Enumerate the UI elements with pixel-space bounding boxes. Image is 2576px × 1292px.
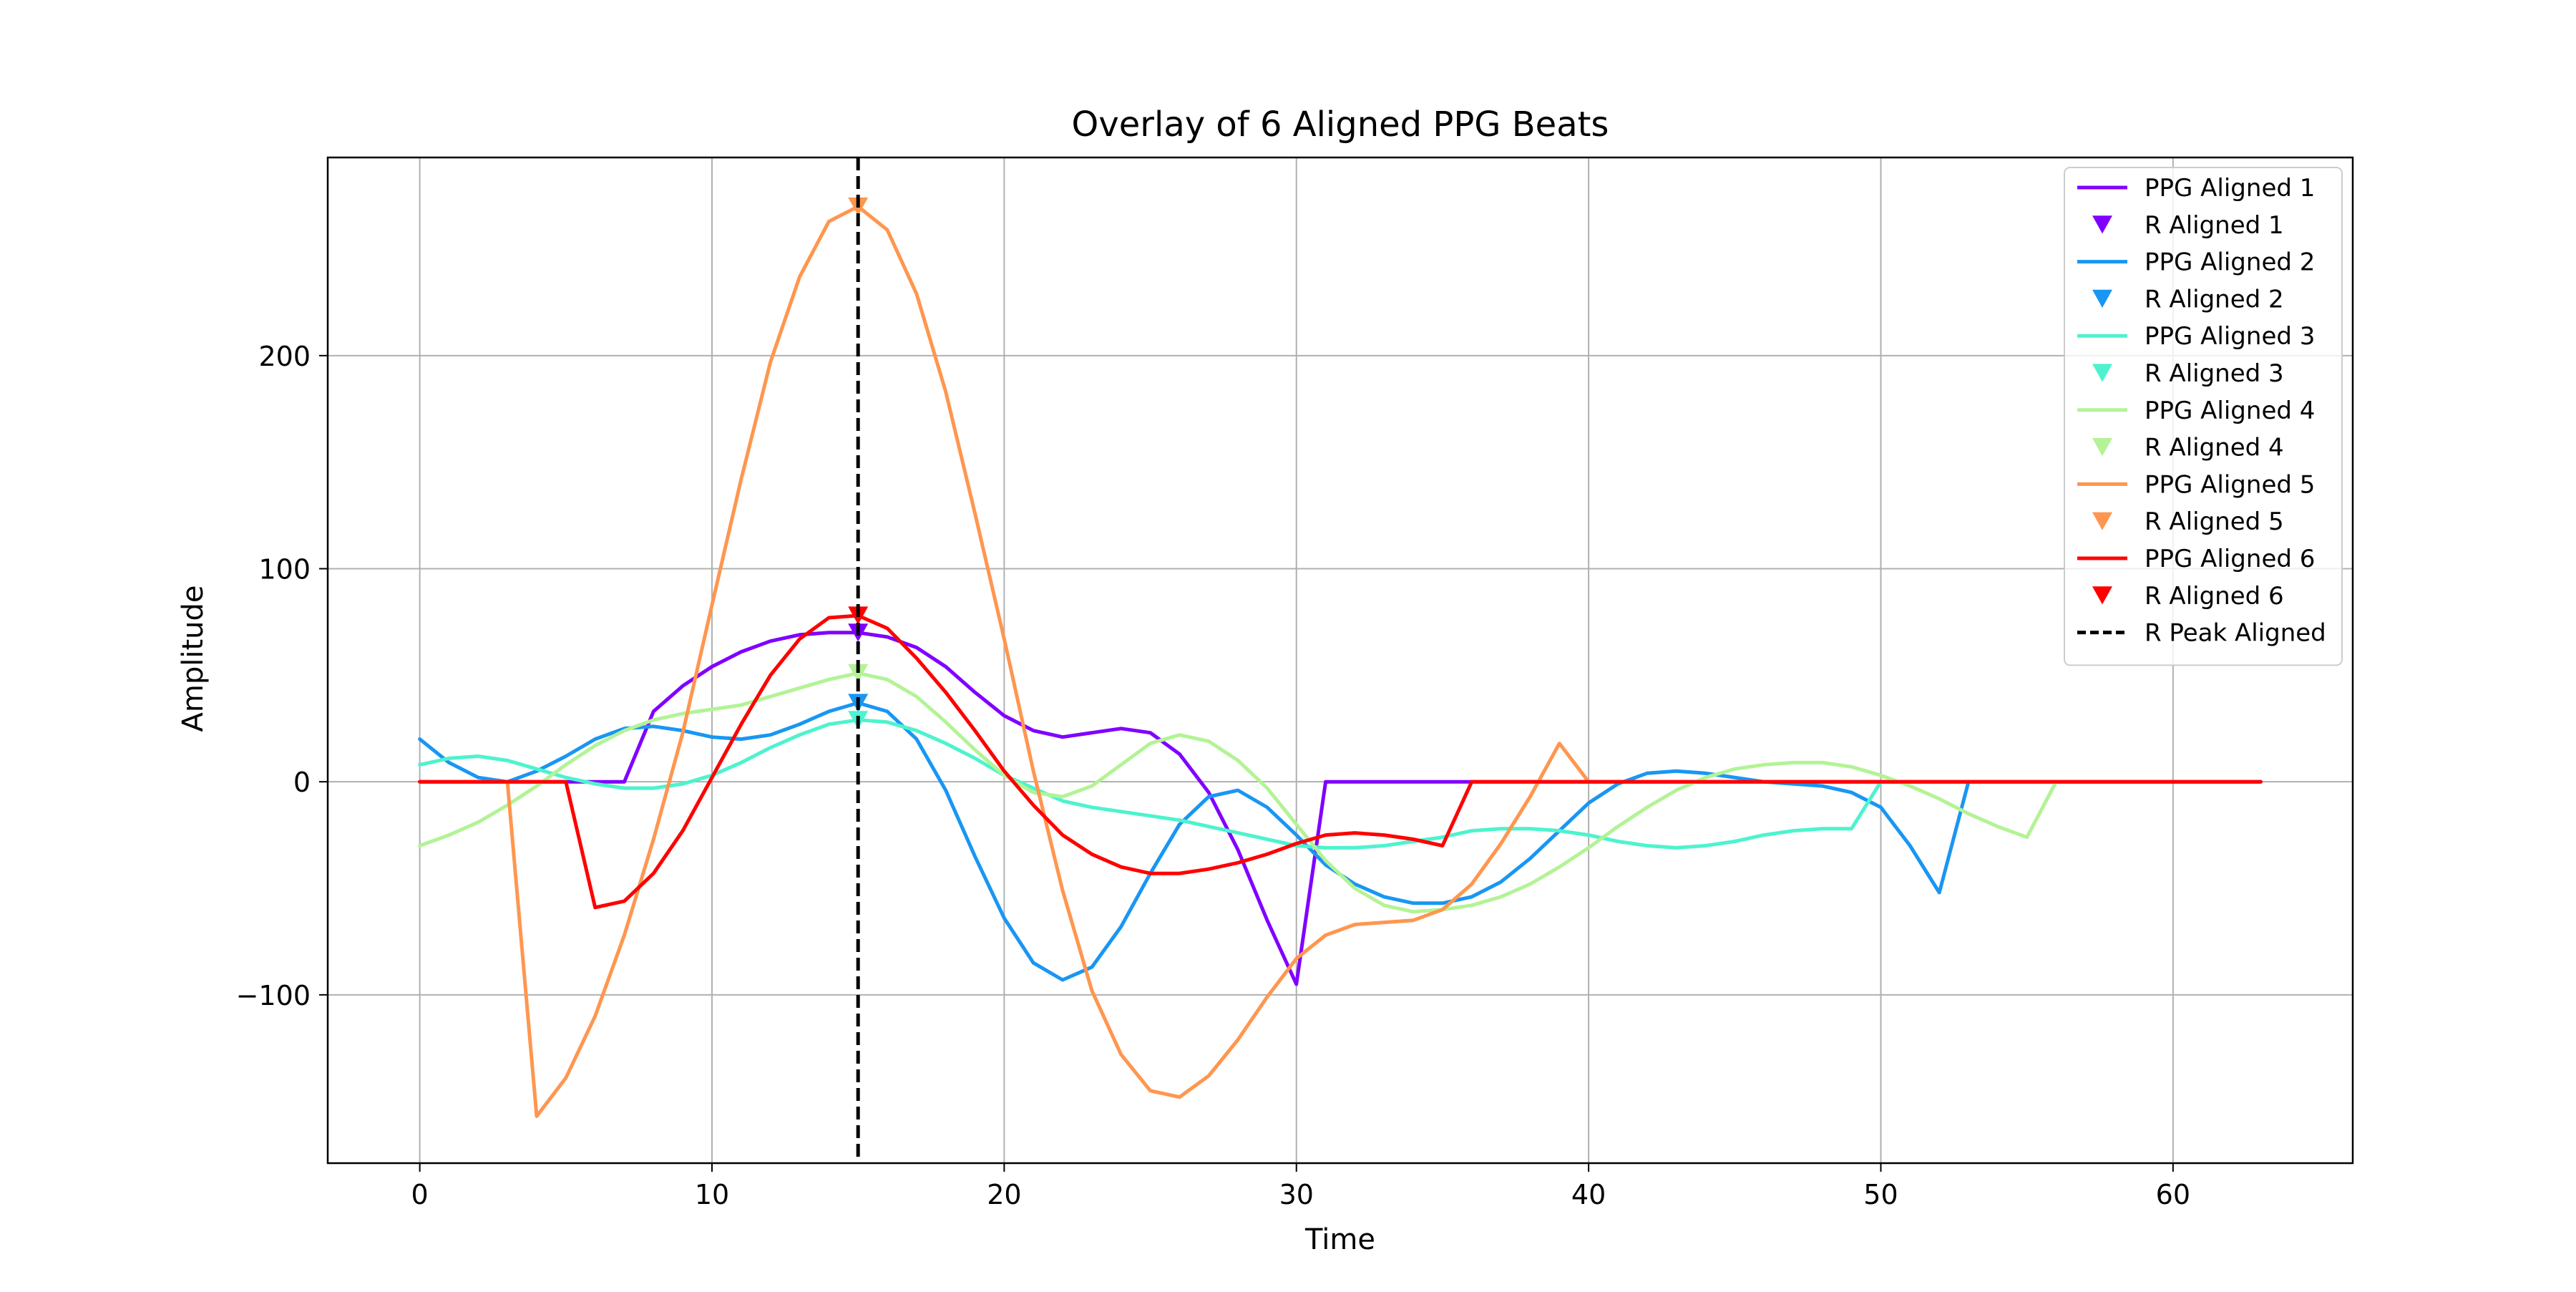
legend-label: R Aligned 1 [2145, 211, 2284, 240]
x-tick-label: 30 [1279, 1179, 1314, 1210]
legend-label: PPG Aligned 2 [2145, 248, 2315, 277]
legend-label: R Aligned 3 [2145, 359, 2284, 388]
legend-label: R Peak Aligned [2145, 619, 2326, 648]
legend-label: R Aligned 2 [2145, 285, 2284, 314]
y-tick-label: 100 [258, 554, 311, 586]
x-tick-label: 20 [987, 1179, 1021, 1210]
y-tick-label: −100 [236, 980, 311, 1011]
legend-marker-swatch-6 [2092, 586, 2112, 605]
x-tick-label: 50 [1863, 1179, 1898, 1210]
legend: PPG Aligned 1 R Aligned 1 PPG Aligned 2 R A… [2064, 167, 2343, 666]
legend-label: PPG Aligned 6 [2145, 545, 2315, 573]
chart-title: Overlay of 6 Aligned PPG Beats [1072, 105, 1609, 145]
y-tick-label: 0 [293, 767, 311, 798]
legend-label: PPG Aligned 1 [2145, 174, 2315, 203]
series-layer [418, 205, 2263, 1118]
legend-label: R Aligned 4 [2145, 434, 2284, 462]
legend-marker-swatch-2 [2092, 289, 2112, 308]
y-axis-label: Amplitude [177, 586, 210, 732]
x-tick-label: 0 [411, 1179, 429, 1210]
x-tick-label: 60 [2156, 1179, 2190, 1210]
grid-layer [328, 157, 2353, 1163]
legend-label: PPG Aligned 3 [2145, 322, 2315, 351]
x-tick-label: 40 [1571, 1179, 1606, 1210]
legend-label: PPG Aligned 5 [2145, 470, 2315, 499]
legend-marker-swatch-1 [2092, 215, 2112, 234]
x-tick-label: 10 [695, 1179, 729, 1210]
plot-frame [326, 156, 2354, 1165]
series-line-6 [418, 613, 2263, 910]
series-line-5 [418, 205, 1591, 1118]
tick-layer: 0 10 20 30 40 50 60 −100 0 100 200 [236, 341, 2190, 1210]
x-axis-label: Time [1304, 1223, 1375, 1256]
legend-label: R Aligned 6 [2145, 582, 2284, 611]
legend-marker-swatch-4 [2092, 438, 2112, 457]
legend-marker-swatch-5 [2092, 512, 2112, 530]
series-line-3 [418, 718, 1883, 850]
legend-label: R Aligned 5 [2145, 507, 2284, 536]
series-line-4 [418, 671, 2058, 914]
y-tick-label: 200 [258, 341, 311, 372]
r-peak-marker-4 [848, 664, 869, 682]
series-line-2 [418, 701, 1971, 982]
legend-label: PPG Aligned 4 [2145, 397, 2315, 425]
legend-box [2064, 167, 2343, 666]
legend-marker-swatch-3 [2092, 364, 2112, 382]
